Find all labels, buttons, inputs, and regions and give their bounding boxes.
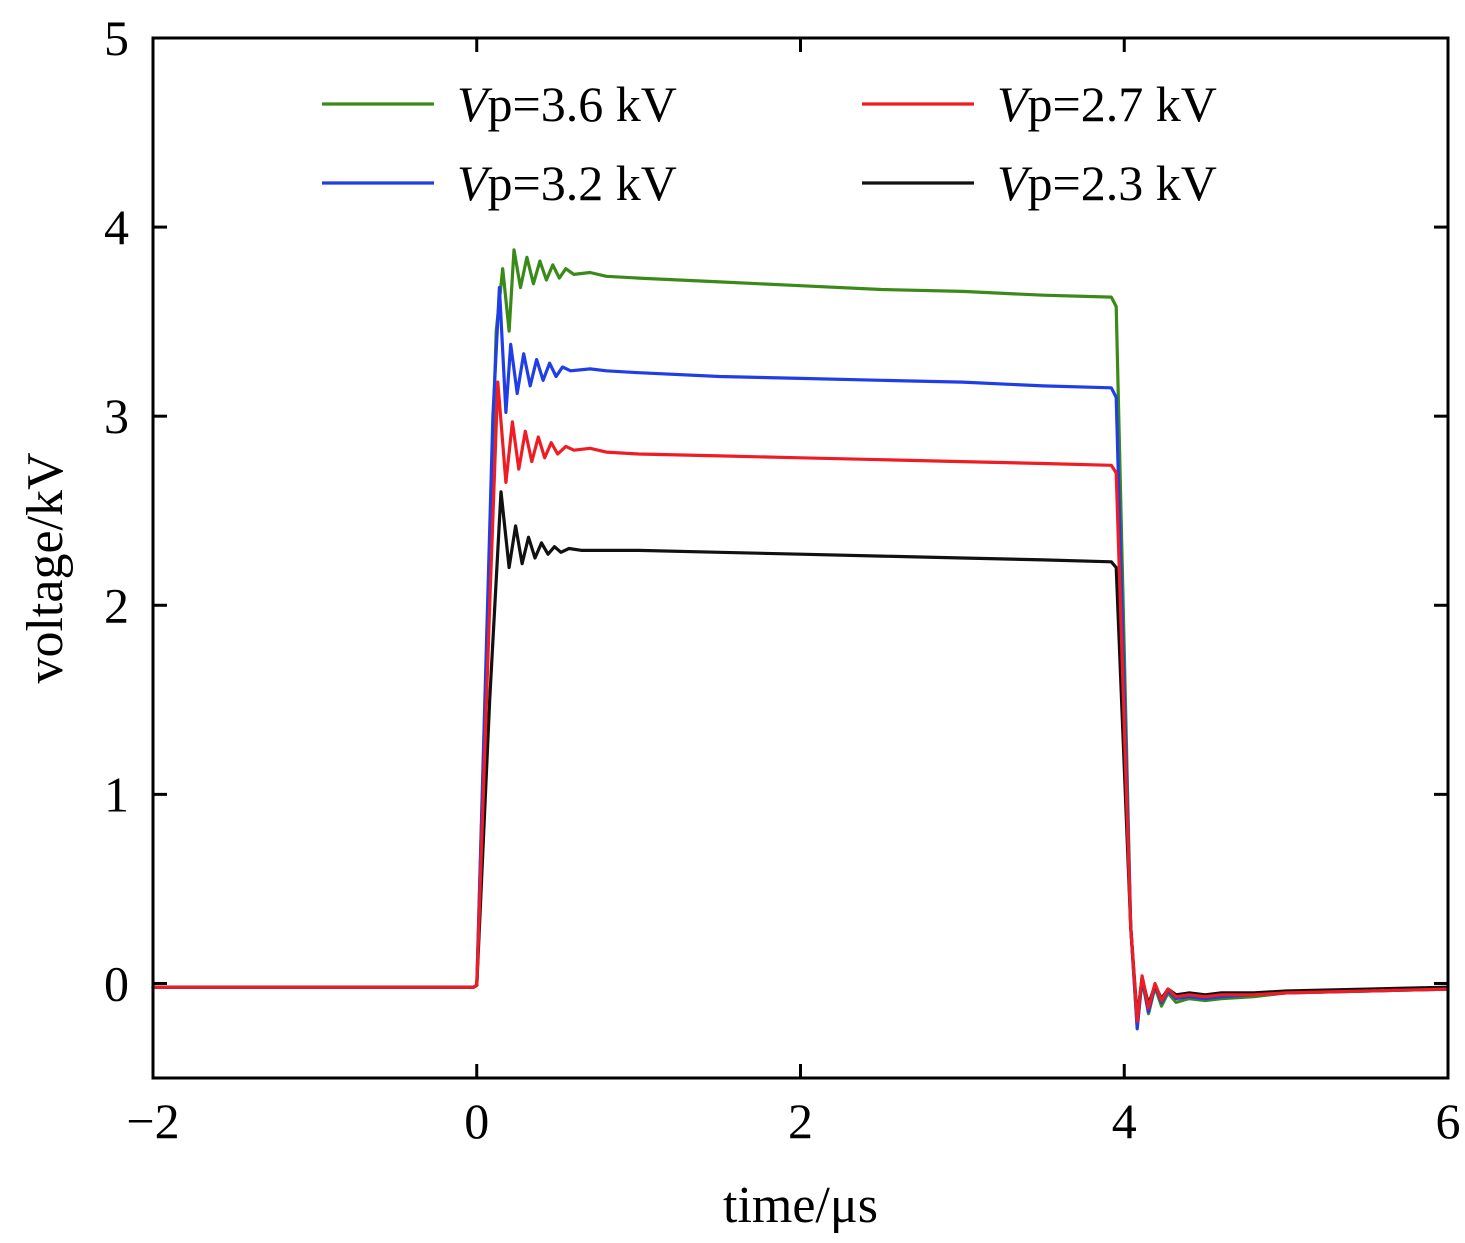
x-tick-label: 0 [464, 1093, 489, 1149]
series-line-1 [151, 286, 1450, 1031]
legend-entry-0: Vp=3.6 kV [322, 76, 677, 132]
legend-label: Vp=2.7 kV [997, 76, 1217, 132]
legend-entry-2: Vp=2.7 kV [862, 76, 1217, 132]
series-line-2 [151, 380, 1450, 1023]
legend-label: Vp=2.3 kV [997, 155, 1217, 211]
x-tick-label: −2 [126, 1093, 179, 1149]
legend-label: Vp=3.2 kV [457, 155, 677, 211]
plot-frame [151, 36, 1450, 1080]
y-tick-label: 0 [104, 955, 129, 1011]
y-tick-label: 4 [104, 199, 129, 255]
x-tick-label: 4 [1112, 1093, 1137, 1149]
x-axis-title: time/μs [723, 1177, 878, 1234]
y-tick-label: 1 [104, 766, 129, 822]
y-tick-label: 3 [104, 388, 129, 444]
y-axis-title: voltage/kV [17, 452, 74, 683]
legend-label: Vp=3.6 kV [457, 76, 677, 132]
x-tick-label: 2 [788, 1093, 813, 1149]
legend-entry-3: Vp=2.3 kV [862, 155, 1217, 211]
series-line-3 [151, 490, 1450, 1020]
y-tick-label: 5 [104, 10, 129, 66]
series-line-0 [151, 248, 1450, 1029]
y-tick-label: 2 [104, 577, 129, 633]
legend: Vp=3.6 kV Vp=2.7 kV Vp=3.2 kV Vp=2.3 kV [322, 76, 1217, 211]
x-tick-label: 6 [1436, 1093, 1461, 1149]
legend-entry-1: Vp=3.2 kV [322, 155, 677, 211]
ticks-layer: −2 0 2 4 6 0 1 2 3 4 5 [104, 10, 1461, 1149]
series-layer [151, 248, 1450, 1031]
